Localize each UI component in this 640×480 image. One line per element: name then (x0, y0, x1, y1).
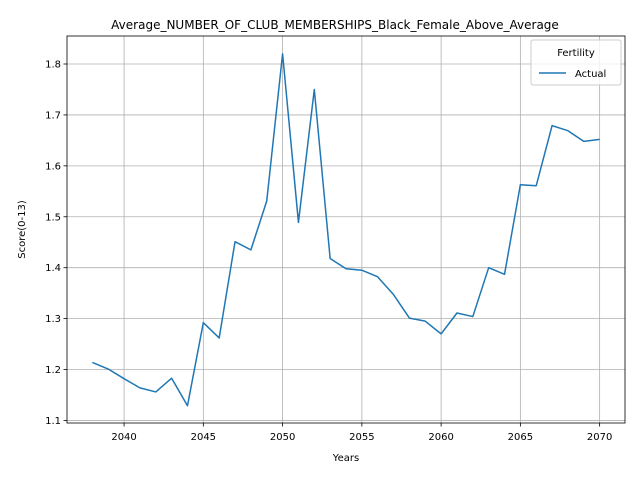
series-group (92, 53, 600, 407)
x-tick-label: 2045 (191, 432, 216, 443)
x-axis: 2040 2045 2050 2055 2060 2065 2070 (111, 423, 612, 443)
y-tick-label: 1.1 (45, 416, 61, 427)
legend-title: Fertility (557, 48, 595, 59)
x-tick-label: 2065 (508, 432, 533, 443)
y-tick-label: 1.6 (45, 161, 61, 172)
x-tick-label: 2055 (349, 432, 374, 443)
y-axis-label: Score(0-13) (17, 200, 28, 259)
legend-series-label: Actual (575, 69, 606, 80)
x-tick-label: 2050 (270, 432, 295, 443)
plot-frame (66, 35, 626, 424)
y-tick-label: 1.8 (45, 60, 61, 71)
grid-lines (67, 36, 625, 423)
legend: Fertility Actual (530, 39, 622, 86)
y-tick-label: 1.3 (45, 314, 61, 325)
x-tick-label: 2070 (587, 432, 612, 443)
y-axis: 1.1 1.2 1.3 1.4 1.5 1.6 1.7 1.8 (45, 60, 67, 427)
x-tick-label: 2060 (428, 432, 453, 443)
y-tick-label: 1.7 (45, 110, 61, 121)
x-axis-label: Years (332, 453, 359, 464)
x-tick-label: 2040 (111, 432, 136, 443)
y-tick-label: 1.5 (45, 212, 61, 223)
y-tick-label: 1.4 (45, 263, 61, 274)
chart-title: Average_NUMBER_OF_CLUB_MEMBERSHIPS_Black… (111, 18, 559, 32)
series-line-actual (92, 53, 600, 407)
y-tick-label: 1.2 (45, 365, 61, 376)
